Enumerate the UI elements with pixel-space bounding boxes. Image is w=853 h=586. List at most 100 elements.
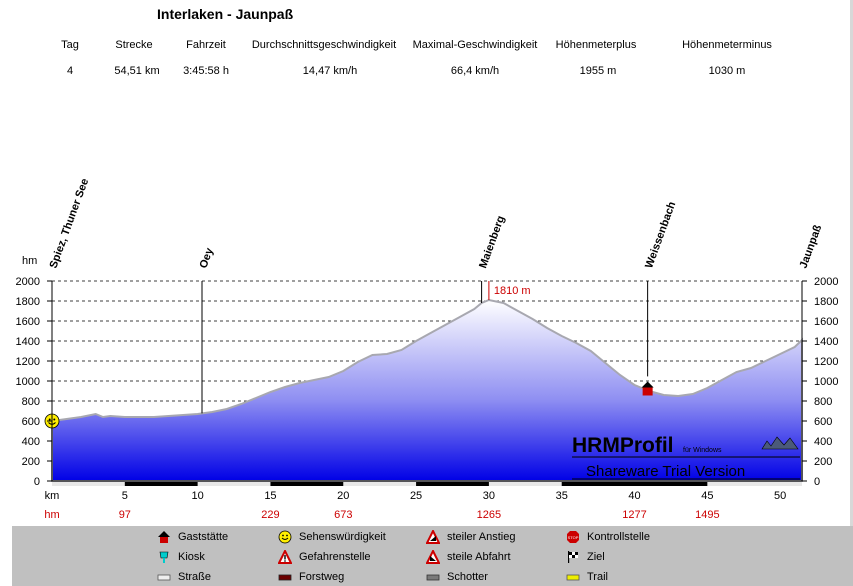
legend-label: Sehenswürdigkeit: [299, 531, 386, 543]
legend-label: steile Abfahrt: [447, 551, 511, 563]
kiosk-icon: [157, 550, 171, 564]
y-tick-label-right: 1600: [814, 316, 838, 328]
legend-item: Forstweg: [278, 570, 344, 584]
y-axis-label: hm: [22, 255, 37, 267]
y-tick-label-left: 1600: [16, 316, 40, 328]
y-tick-label-right: 1200: [814, 356, 838, 368]
summary-value: 3:45:58 h: [183, 65, 229, 77]
legend-item: steiler Anstieg: [426, 530, 515, 544]
x-tick-label: 45: [701, 490, 713, 502]
legend-item: Sehenswürdigkeit: [278, 530, 386, 544]
legend-label: Forstweg: [299, 571, 345, 583]
y-tick-label-right: 1000: [814, 376, 838, 388]
legend-label: Ziel: [587, 551, 605, 563]
ziel-icon: [566, 550, 580, 564]
x-tick-label: 10: [192, 490, 204, 502]
watermark-brand: HRMProfil: [572, 434, 674, 457]
gaststaette-icon: [641, 381, 654, 396]
trail-icon: [566, 570, 580, 584]
legend-label: Gaststätte: [178, 531, 229, 543]
elevation-profile-chart: 0 0 200 200 400 400 600 600 800 800 1000 1000 1200 12…: [16, 177, 839, 521]
legend-label: Kontrollstelle: [587, 531, 650, 543]
y-tick-label-right: 600: [814, 416, 832, 428]
watermark-sub: für Windows: [683, 447, 722, 454]
gaststaette-icon: [157, 530, 171, 544]
right-border: [850, 0, 853, 526]
y-tick-label-left: 2000: [16, 276, 40, 288]
hm-row-value: 1277: [622, 509, 646, 521]
x-tick-label: 25: [410, 490, 422, 502]
waypoint-label: Spiez, Thuner See: [48, 177, 92, 270]
legend-label: steiler Anstieg: [447, 531, 516, 543]
legend-item: Gefahrenstelle: [278, 550, 371, 564]
sehenswuerdigkeit-icon: [278, 530, 292, 544]
summary-header: Fahrzeit: [186, 39, 226, 51]
watermark-trial: Shareware Trial Version: [586, 463, 745, 480]
legend-label: Straße: [178, 571, 212, 583]
steiler-anstieg-icon: [426, 530, 440, 544]
summary-header: Durchschnittsgeschwindigkeit: [251, 39, 397, 51]
elevation-area: [51, 298, 803, 482]
y-tick-label-left: 800: [22, 396, 40, 408]
legend-item: STOP Kontrollstelle: [566, 530, 650, 544]
max-elevation-label: 1810 m: [494, 285, 531, 297]
schotter-icon: [426, 570, 440, 584]
forstweg-icon: [278, 570, 292, 584]
surface-bar-forstweg: [270, 482, 344, 486]
y-tick-label-right: 400: [814, 436, 832, 448]
legend-label: Gefahrenstelle: [299, 551, 371, 563]
y-tick-label-right: 200: [814, 456, 832, 468]
x-tick-label: 5: [122, 490, 128, 502]
legend-item: Trail: [566, 570, 608, 584]
y-tick-label-right: 1400: [814, 336, 838, 348]
hm-row-value: 1265: [477, 509, 501, 521]
hm-row-label: hm: [44, 509, 59, 521]
steile-abfahrt-icon: [426, 550, 440, 564]
kontrollstelle-icon: STOP: [566, 530, 580, 544]
hm-row-value: 673: [334, 509, 352, 521]
y-tick-label-right: 1800: [814, 296, 838, 308]
surface-bar-forstweg: [416, 482, 489, 486]
legend-item: steile Abfahrt: [426, 550, 511, 564]
summary-header: Höhenmeterminus: [682, 39, 772, 51]
gefahrenstelle-icon: [278, 550, 292, 564]
y-tick-label-left: 200: [22, 456, 40, 468]
summary-value: 1030 m: [708, 65, 746, 77]
surface-bar-forstweg: [124, 482, 198, 486]
x-tick-label: 15: [264, 490, 276, 502]
waypoint-label: Weissenbach: [643, 200, 678, 270]
x-tick-label: 20: [337, 490, 349, 502]
legend-item: Schotter: [426, 570, 488, 584]
summary-header: Maximal-Geschwindigkeit: [412, 39, 538, 51]
svg-text:STOP: STOP: [568, 535, 579, 540]
legend-item: Straße: [157, 570, 211, 584]
y-tick-label-left: 600: [22, 416, 40, 428]
x-tick-label: 30: [483, 490, 495, 502]
y-tick-label-left: 1200: [16, 356, 40, 368]
hm-row-value: 229: [261, 509, 279, 521]
summary-value: 4: [66, 65, 74, 77]
legend-item: Kiosk: [157, 550, 205, 564]
legend-item: Ziel: [566, 550, 605, 564]
y-tick-label-right: 2000: [814, 276, 838, 288]
waypoint-label: Oey: [198, 246, 217, 270]
legend-label: Schotter: [447, 571, 488, 583]
y-tick-label-left: 0: [34, 476, 40, 488]
waypoint-label: Maienberg: [477, 214, 507, 270]
summary-value: 1955 m: [579, 65, 617, 77]
y-tick-label-left: 400: [22, 436, 40, 448]
legend-item: Gaststätte: [157, 530, 228, 544]
summary-value: 66,4 km/h: [450, 65, 500, 77]
strasse-icon: [157, 570, 171, 584]
legend-label: Trail: [587, 571, 608, 583]
watermark-mountain-icon: [761, 436, 799, 450]
y-tick-label-left: 1400: [16, 336, 40, 348]
summary-header: Strecke: [115, 39, 153, 51]
x-tick-label: 35: [556, 490, 568, 502]
legend-label: Kiosk: [178, 551, 205, 563]
legend-panel: Gaststätte Sehenswürdigkeit steiler Anst…: [12, 526, 853, 586]
x-tick-label: 40: [628, 490, 640, 502]
surface-bar-forstweg: [561, 482, 708, 486]
y-tick-label-left: 1000: [16, 376, 40, 388]
hm-row-value: 97: [119, 509, 131, 521]
